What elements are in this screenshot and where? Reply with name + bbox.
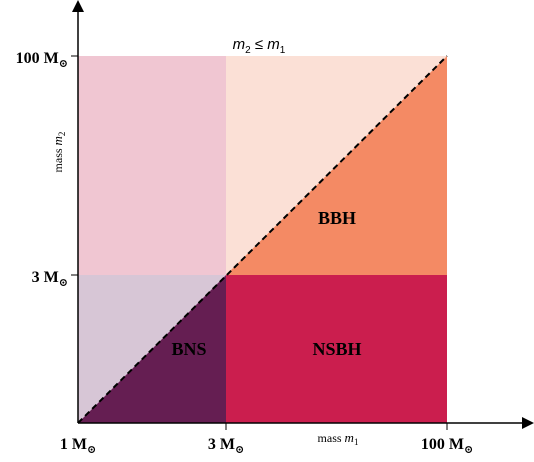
- x-tick-label-1msun: 1 M⊙: [60, 436, 96, 456]
- x-tick-label-100msun: 100 M⊙: [421, 436, 473, 456]
- label-bbh: BBH: [318, 208, 356, 228]
- region-nsbh: [226, 275, 447, 423]
- x-axis-label: mass m1: [318, 430, 359, 447]
- label-nsbh: NSBH: [312, 339, 361, 359]
- label-bns: BNS: [171, 339, 206, 359]
- condition-label: m2 ≤ m1: [233, 36, 286, 56]
- y-tick-label-100msun: 100 M⊙: [16, 50, 68, 70]
- y-axis-label: mass m2: [50, 132, 67, 173]
- region-upper-left: [78, 56, 226, 275]
- y-tick-label-3msun: 3 M⊙: [32, 269, 68, 289]
- equal-mass-diagonal: [77, 55, 448, 424]
- x-tick-label-3msun: 3 M⊙: [208, 436, 244, 456]
